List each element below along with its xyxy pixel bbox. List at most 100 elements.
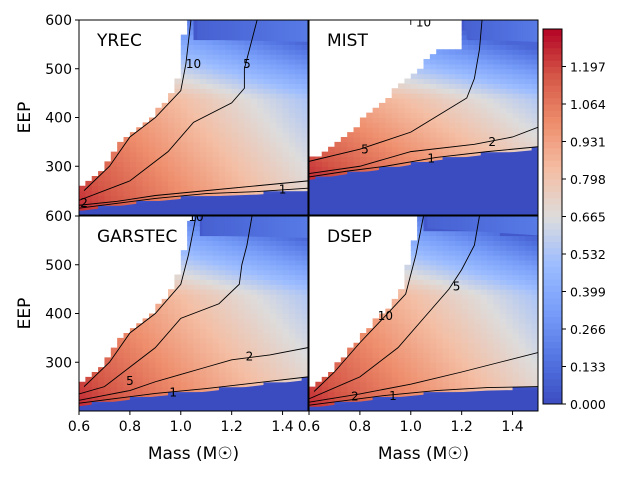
heat-cell [410, 122, 418, 128]
heat-cell [461, 240, 469, 246]
heat-cell [91, 372, 99, 378]
heat-cell [461, 352, 469, 358]
heat-cell [531, 141, 538, 148]
heat-cell [404, 151, 412, 158]
heat-cell [250, 93, 258, 99]
heat-cell [448, 279, 456, 285]
heat-cell [276, 250, 284, 256]
heat-cell [474, 137, 482, 143]
heat-cell [353, 132, 361, 138]
heat-cell [187, 146, 195, 153]
heat-cell [391, 98, 399, 104]
heat-cell [506, 347, 514, 354]
heat-cell [518, 39, 526, 45]
heat-cell [231, 63, 239, 70]
band-cell [212, 20, 217, 40]
heat-cell [334, 367, 342, 373]
heat-cell [487, 352, 495, 358]
heat-cell [366, 161, 374, 167]
heat-cell [161, 122, 169, 128]
heat-cell [282, 337, 290, 344]
heat-cell [244, 161, 252, 167]
heat-cell [301, 289, 308, 295]
heat-cell [455, 269, 463, 276]
heat-cell [340, 161, 348, 167]
heat-cell [269, 117, 277, 123]
heat-cell [142, 180, 150, 187]
heat-cell [180, 323, 188, 329]
heat-cell [91, 401, 99, 407]
heat-cell [206, 137, 214, 143]
heat-cell [429, 83, 437, 89]
heat-cell [187, 39, 195, 45]
heat-cell [174, 289, 182, 295]
heat-cell [263, 49, 271, 55]
heat-cell [98, 180, 106, 187]
heat-cell [398, 362, 406, 368]
heat-cell [238, 333, 245, 339]
heat-cell [276, 68, 284, 75]
heat-cell [206, 245, 214, 251]
heat-cell [366, 122, 374, 128]
heat-cell [429, 59, 437, 65]
heat-cell [442, 274, 450, 280]
colorbar-segment [543, 66, 562, 74]
heat-cell [531, 318, 538, 324]
heat-cell [378, 137, 386, 143]
heat-cell [161, 318, 169, 324]
heat-cell [301, 269, 308, 276]
heat-cell [282, 362, 290, 368]
heat-cell [448, 127, 456, 133]
heat-cell [212, 180, 220, 187]
heat-cell [199, 39, 207, 45]
heat-cell [347, 362, 355, 368]
heat-cell [410, 381, 418, 388]
heat-cell [180, 122, 188, 128]
heat-cell [398, 323, 406, 329]
heat-cell [250, 342, 258, 349]
heat-cell [148, 141, 156, 148]
heat-cell [276, 122, 284, 128]
heat-cell [136, 333, 144, 339]
heat-cell [391, 93, 399, 99]
heat-cell [461, 274, 469, 280]
heat-cell [174, 376, 182, 383]
heat-cell [206, 112, 214, 119]
heat-cell [455, 308, 463, 315]
heat-cell [225, 303, 233, 310]
heat-cell [199, 386, 207, 393]
heat-cell [269, 180, 277, 187]
heat-cell [366, 376, 374, 383]
heat-cell [398, 102, 406, 109]
heat-cell [276, 59, 284, 65]
heat-cell [199, 337, 207, 344]
heat-cell [238, 255, 245, 261]
heat-cell [250, 185, 258, 192]
heat-cell [180, 264, 188, 271]
heat-cell [212, 59, 220, 65]
heat-cell [518, 372, 526, 378]
heat-cell [180, 259, 188, 266]
heat-cell [436, 381, 444, 388]
heat-cell [295, 93, 303, 99]
heat-cell [423, 59, 431, 65]
heat-cell [193, 180, 201, 187]
heat-cell [263, 185, 271, 192]
heat-cell [474, 269, 482, 276]
heat-cell [155, 333, 163, 339]
heat-cell [301, 362, 308, 368]
heat-cell [193, 176, 201, 182]
band-cell [231, 216, 236, 237]
heat-cell [212, 294, 220, 300]
heat-cell [353, 362, 361, 368]
heat-cell [512, 78, 520, 84]
heat-cell [474, 372, 482, 378]
heat-cell [250, 352, 258, 358]
heat-cell [531, 250, 538, 256]
heat-cell [91, 185, 99, 192]
heat-cell [518, 289, 526, 295]
heat-cell [231, 54, 239, 60]
heat-cell [218, 166, 226, 172]
heat-cell [218, 245, 226, 251]
heat-cell [180, 255, 188, 261]
